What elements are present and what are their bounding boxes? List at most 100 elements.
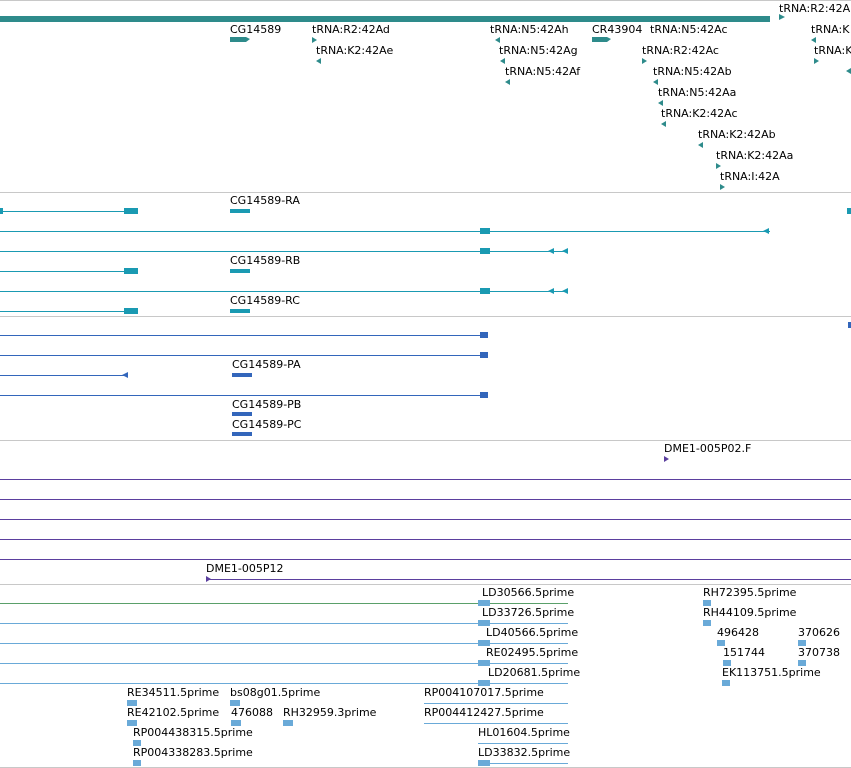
gene-label-trna-k2-42ab[interactable]: tRNA:K2:42Ab <box>698 128 776 141</box>
est-feature[interactable] <box>478 760 490 766</box>
alignment-label-dme1-005p02[interactable]: DME1-005P02.F <box>664 442 752 455</box>
gene-span-bar[interactable] <box>0 16 770 22</box>
gene-cg14589-feature[interactable] <box>230 37 246 42</box>
gene-label-trna-k2-42ae[interactable]: tRNA:K2:42Ae <box>316 44 394 57</box>
est-feature[interactable] <box>127 720 137 726</box>
gene-label-trna-r2-42ad[interactable]: tRNA:R2:42Ad <box>312 23 390 36</box>
transcript-exon[interactable] <box>480 248 490 254</box>
alignment-line[interactable] <box>206 579 851 580</box>
est-label-re42102[interactable]: RE42102.5prime <box>127 706 220 719</box>
gene-label-trna-n5-42ag[interactable]: tRNA:N5:42Ag <box>499 44 578 57</box>
est-label-496428[interactable]: 496428 <box>717 626 759 639</box>
est-feature[interactable] <box>717 640 725 646</box>
transcript-label-rc[interactable]: CG14589-RC <box>230 294 300 307</box>
est-label-ek113751[interactable]: EK113751.5prime <box>722 666 821 679</box>
est-label-ld33726[interactable]: LD33726.5prime <box>482 606 575 619</box>
est-label-rp004412427[interactable]: RP004412427.5prime <box>424 706 544 719</box>
protein-pc-feature[interactable] <box>232 432 252 436</box>
est-feature[interactable] <box>133 760 141 766</box>
est-feature[interactable] <box>798 660 806 666</box>
gene-label-trna-n5-42ac[interactable]: tRNA:N5:42Ac <box>650 23 728 36</box>
protein-label-pb[interactable]: CG14589-PB <box>232 398 302 411</box>
transcript-label-rb[interactable]: CG14589-RB <box>230 254 301 267</box>
est-label-ld30566[interactable]: LD30566.5prime <box>482 586 575 599</box>
alignment-line[interactable] <box>0 539 851 540</box>
est-label-re02495[interactable]: RE02495.5prime <box>486 646 579 659</box>
est-feature[interactable] <box>722 680 730 686</box>
transcript-exon[interactable] <box>847 208 851 214</box>
est-label-rp004107017[interactable]: RP004107017.5prime <box>424 686 544 699</box>
est-label-ld20681[interactable]: LD20681.5prime <box>488 666 581 679</box>
gene-label-trna-k2-42aa[interactable]: tRNA:K2:42Aa <box>716 149 794 162</box>
gene-label-trna-i-42a[interactable]: tRNA:I:42A <box>720 170 780 183</box>
protein-label-pc[interactable]: CG14589-PC <box>232 418 302 431</box>
est-label-370626[interactable]: 370626 <box>798 626 840 639</box>
est-label-370738[interactable]: 370738 <box>798 646 840 659</box>
transcript-ra-feature[interactable] <box>230 209 250 213</box>
est-feature[interactable] <box>230 700 240 706</box>
est-feature[interactable] <box>478 620 490 626</box>
est-label-bs08g01[interactable]: bs08g01.5prime <box>230 686 321 699</box>
gene-label-trna-n5-42af[interactable]: tRNA:N5:42Af <box>505 65 581 78</box>
est-label-ld40566[interactable]: LD40566.5prime <box>486 626 579 639</box>
gene-label-cg14589[interactable]: CG14589 <box>230 23 282 36</box>
alignment-line[interactable] <box>0 519 851 520</box>
est-label-rh44109[interactable]: RH44109.5prime <box>703 606 797 619</box>
gene-label-cr43904[interactable]: CR43904 <box>592 23 643 36</box>
est-feature[interactable] <box>283 720 293 726</box>
gene-label-trna-k-edge-2[interactable]: tRNA:K <box>814 44 851 57</box>
track-separator <box>0 192 851 193</box>
est-feature[interactable] <box>703 600 711 606</box>
protein-exon[interactable] <box>848 322 851 328</box>
est-label-hl01604[interactable]: HL01604.5prime <box>478 726 570 739</box>
est-feature[interactable] <box>478 680 490 686</box>
alignment-line[interactable] <box>0 499 851 500</box>
est-label-rp004438315[interactable]: RP004438315.5prime <box>133 726 253 739</box>
est-label-476088[interactable]: 476088 <box>231 706 273 719</box>
protein-label-pa[interactable]: CG14589-PA <box>232 358 301 371</box>
protein-pb-feature[interactable] <box>232 412 252 416</box>
gene-label-trna-k-edge-1[interactable]: tRNA:K <box>811 23 850 36</box>
est-feature[interactable] <box>127 700 137 706</box>
est-label-rh32959[interactable]: RH32959.3prime <box>283 706 377 719</box>
est-label-rh72395[interactable]: RH72395.5prime <box>703 586 797 599</box>
gene-label-trna-k2-42ac[interactable]: tRNA:K2:42Ac <box>661 107 738 120</box>
protein-exon[interactable] <box>480 352 488 358</box>
alignment-line[interactable] <box>0 559 851 560</box>
strand-arrow-icon <box>607 37 611 42</box>
transcript-exon[interactable] <box>480 288 490 294</box>
est-feature[interactable] <box>478 640 490 646</box>
protein-pa-feature[interactable] <box>232 373 252 377</box>
est-feature[interactable] <box>478 600 490 606</box>
est-line <box>0 603 568 604</box>
transcript-exon[interactable] <box>124 208 138 214</box>
transcript-rb-feature[interactable] <box>230 269 250 273</box>
est-feature[interactable] <box>723 660 731 666</box>
transcript-exon[interactable] <box>480 228 490 234</box>
gene-label-trna-r2-42ac[interactable]: tRNA:R2:42Ac <box>642 44 719 57</box>
est-feature[interactable] <box>478 660 490 666</box>
est-feature[interactable] <box>133 740 141 746</box>
est-label-151744[interactable]: 151744 <box>723 646 765 659</box>
gene-label-trna-r2-42a[interactable]: tRNA:R2:42A <box>779 2 851 15</box>
transcript-label-ra[interactable]: CG14589-RA <box>230 194 300 207</box>
est-feature[interactable] <box>231 720 241 726</box>
gene-label-trna-n5-42ab[interactable]: tRNA:N5:42Ab <box>653 65 732 78</box>
protein-exon[interactable] <box>480 392 488 398</box>
gene-cr43904-feature[interactable] <box>592 37 607 42</box>
gene-label-trna-n5-42aa[interactable]: tRNA:N5:42Aa <box>658 86 737 99</box>
transcript-intron-line <box>0 231 770 232</box>
est-label-rp004338283[interactable]: RP004338283.5prime <box>133 746 253 759</box>
transcript-exon[interactable] <box>124 268 138 274</box>
est-feature[interactable] <box>703 620 711 626</box>
est-label-re34511[interactable]: RE34511.5prime <box>127 686 220 699</box>
transcript-exon[interactable] <box>124 308 138 314</box>
transcript-exon[interactable] <box>0 208 3 214</box>
est-label-ld33832[interactable]: LD33832.5prime <box>478 746 571 759</box>
alignment-line[interactable] <box>0 479 851 480</box>
gene-label-trna-n5-42ah[interactable]: tRNA:N5:42Ah <box>490 23 569 36</box>
protein-exon[interactable] <box>480 332 488 338</box>
alignment-label-dme1-005p12[interactable]: DME1-005P12 <box>206 562 284 575</box>
transcript-rc-feature[interactable] <box>230 309 250 313</box>
est-feature[interactable] <box>798 640 806 646</box>
